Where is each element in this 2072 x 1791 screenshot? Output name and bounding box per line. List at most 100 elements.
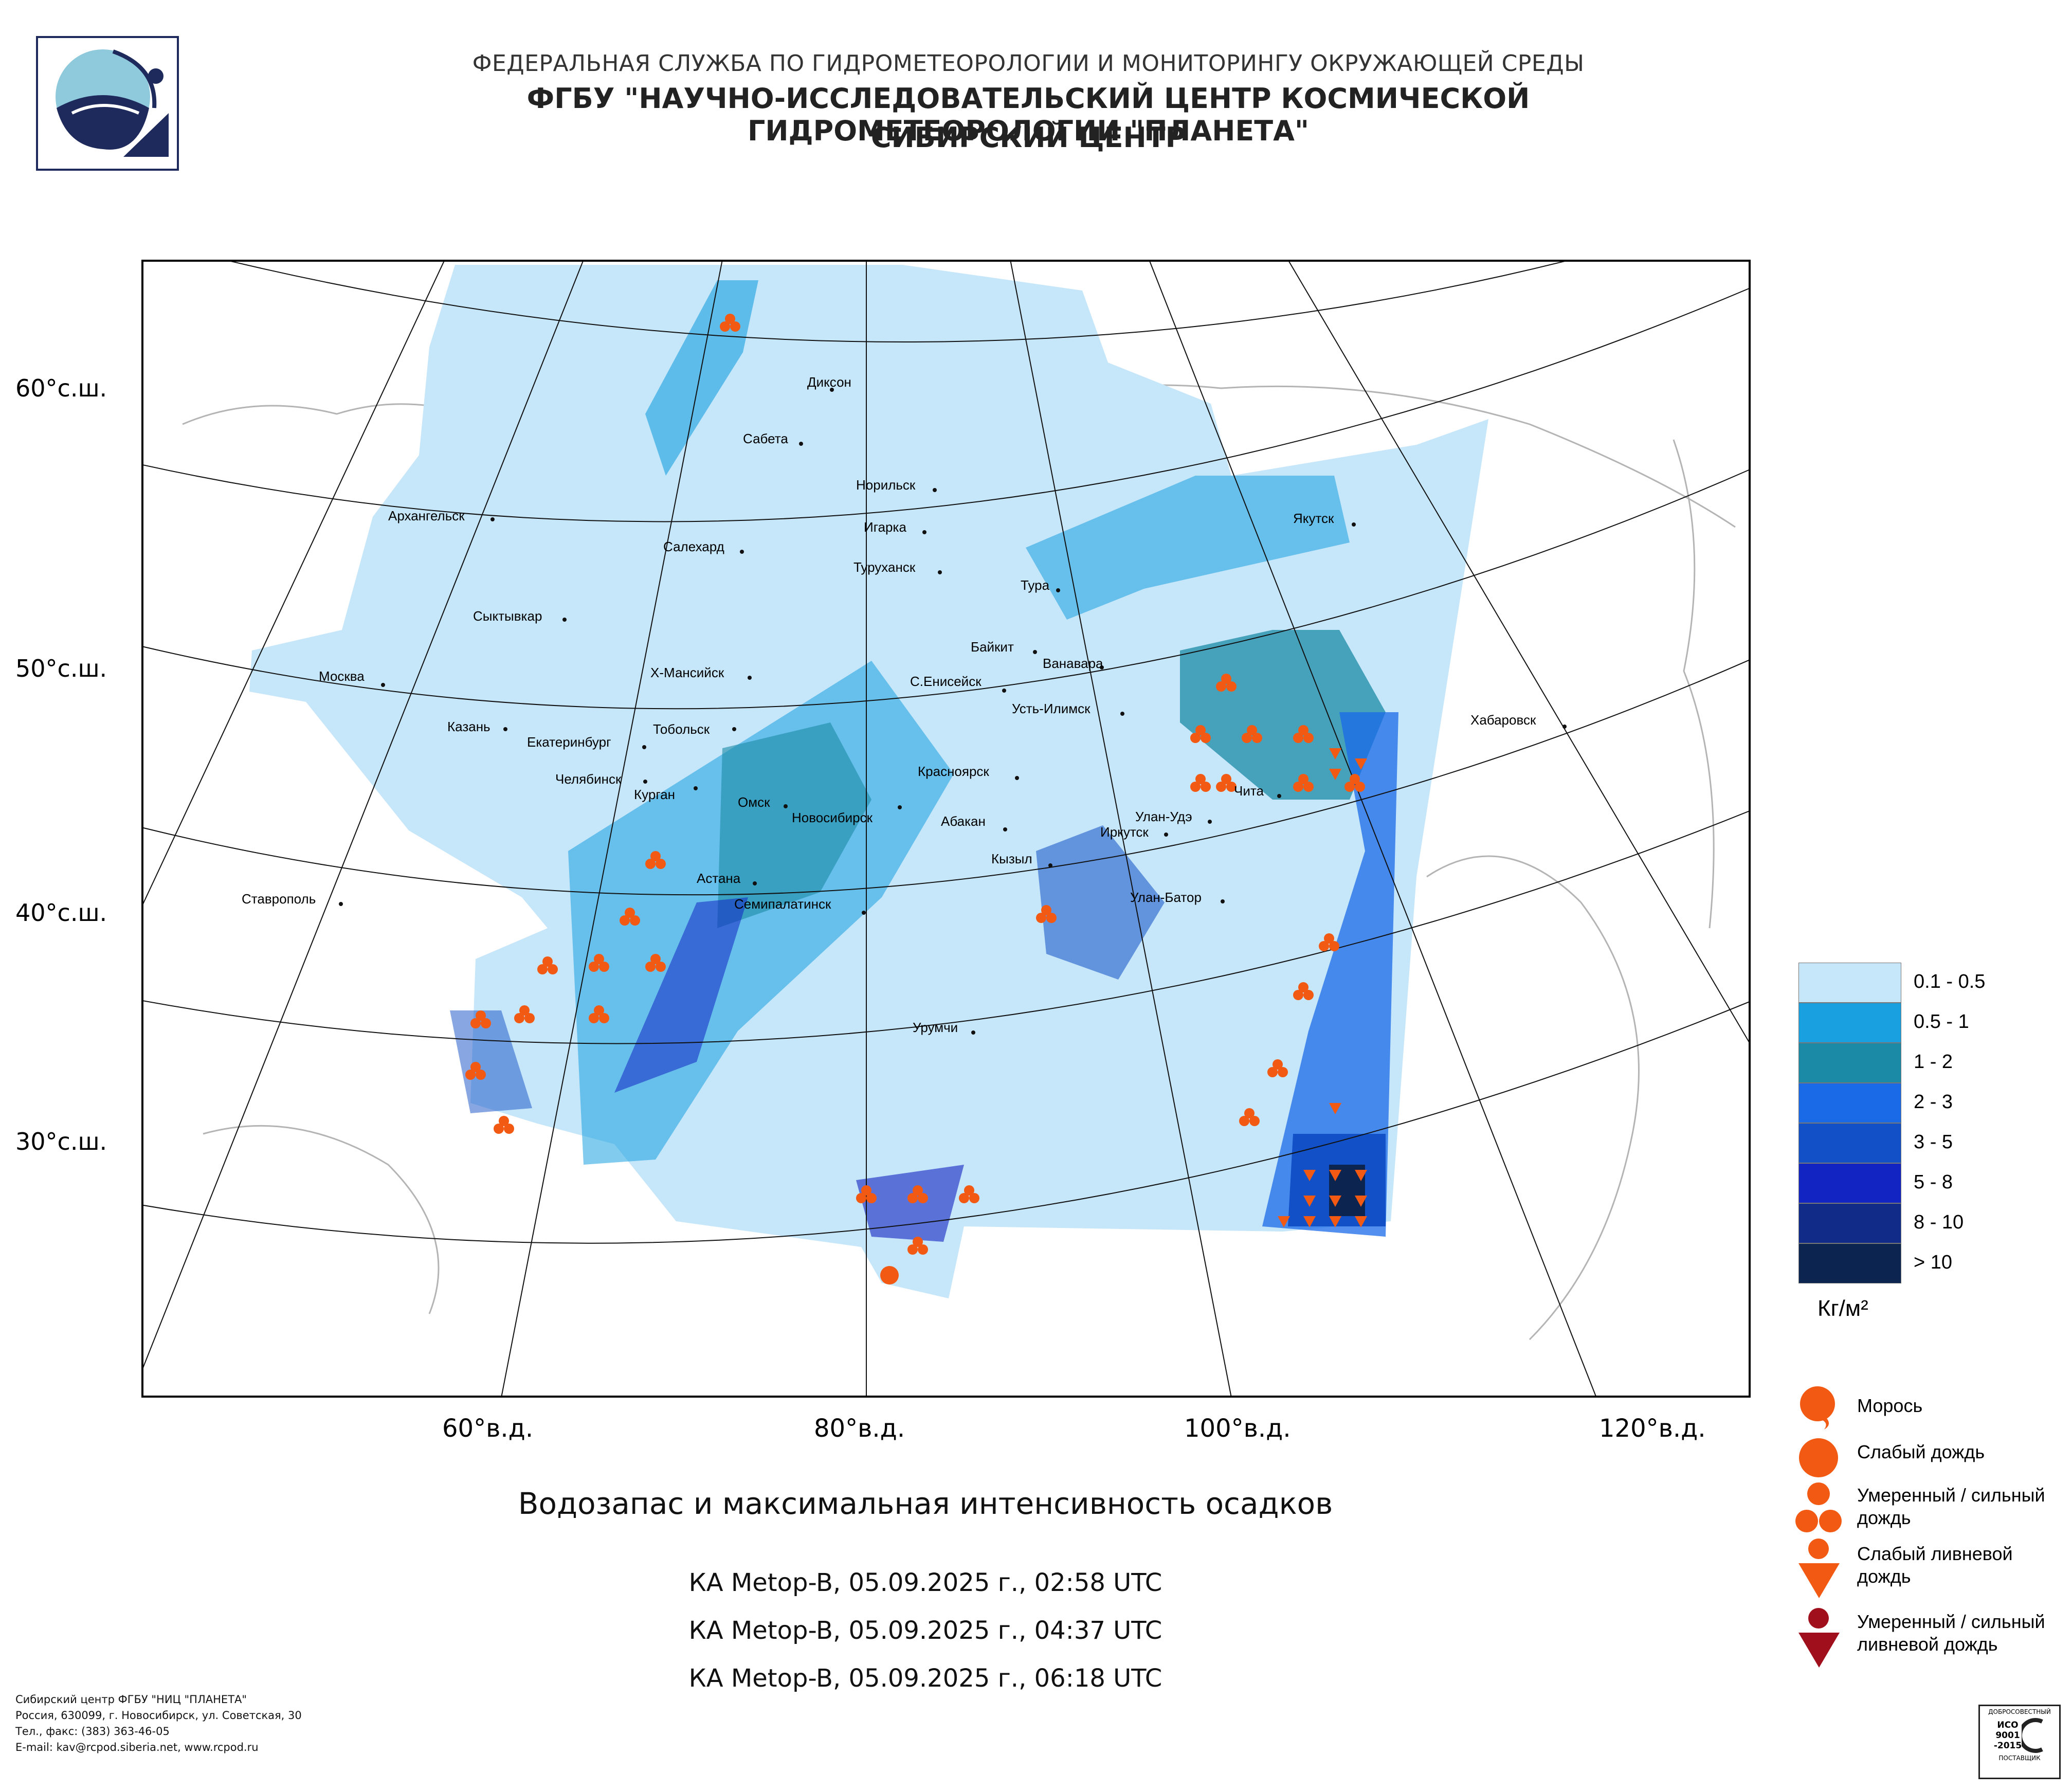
legend-swatch	[1798, 1003, 1901, 1043]
legend-swatch	[1798, 1203, 1901, 1243]
moderate-rain-icon	[1794, 1481, 1846, 1537]
city-label: Кызыл	[991, 851, 1032, 866]
legend-swatch	[1798, 1243, 1901, 1283]
city-label: С.Енисейск	[910, 674, 982, 689]
header-center: СИБИРСКИЙ ЦЕНТР	[870, 121, 1186, 154]
city-label: Байкит	[971, 639, 1014, 655]
city-markers	[339, 388, 1567, 1035]
iso-badge-top: ДОБРОСОВЕСТНЫЙ	[1988, 1708, 2051, 1715]
symbol-label: Слабый дождь	[1857, 1441, 1985, 1462]
header-agency: ФЕДЕРАЛЬНАЯ СЛУЖБА ПО ГИДРОМЕТЕОРОЛОГИИ …	[472, 50, 1585, 77]
legend-swatch	[1798, 1123, 1901, 1163]
footer-line: Россия, 630099, г. Новосибирск, ул. Сове…	[15, 1709, 302, 1722]
legend-unit: Кг/м²	[1817, 1296, 1868, 1321]
iso-c-icon	[2022, 1718, 2043, 1753]
city-label: Сыктывкар	[473, 608, 542, 624]
legend-label: 0.5 - 1	[1914, 1011, 1969, 1033]
city-label: Новосибирск	[792, 810, 873, 825]
city-label: Урумчи	[913, 1020, 958, 1035]
map-frame	[141, 259, 1751, 1398]
lat-label: 40°с.ш.	[15, 899, 107, 927]
symbol-group-baikal	[1036, 674, 1365, 1126]
footer-line: Сибирский центр ФГБУ "НИЦ "ПЛАНЕТА"	[15, 1693, 247, 1706]
pass-time: КА Metop-B, 05.09.2025 г., 04:37 UTC	[688, 1616, 1162, 1645]
legend-swatch	[1798, 963, 1901, 1003]
iso-line: 9001	[1995, 1730, 2020, 1741]
city-label: Диксон	[807, 374, 851, 390]
legend-label: 1 - 2	[1914, 1051, 1953, 1073]
iso-badge-bottom: ПОСТАВЩИК	[1998, 1754, 2041, 1762]
city-label: Челябинск	[555, 771, 622, 787]
symbol-group-south	[856, 1185, 979, 1285]
planeta-logo	[36, 36, 179, 171]
iso-line: -2015	[1993, 1741, 2022, 1751]
lon-label: 80°в.д.	[814, 1414, 905, 1443]
city-label: Астана	[697, 871, 741, 886]
symbol-label: Умеренный / сильный дождь	[1857, 1485, 2045, 1528]
city-label: Салехард	[663, 539, 724, 554]
city-label: Курган	[634, 787, 676, 802]
graticule	[141, 260, 1751, 1398]
legend-label: 5 - 8	[1914, 1171, 1953, 1193]
city-label: Семипалатинск	[734, 896, 831, 912]
symbol-group-kazakhstan	[465, 851, 666, 1134]
iso-line: ИСО	[1997, 1720, 2019, 1730]
city-label: Туруханск	[853, 559, 916, 575]
city-label: Тура	[1021, 577, 1050, 593]
city-label: Омск	[738, 794, 770, 810]
legend-swatch	[1798, 1043, 1901, 1083]
header-institute: ФГБУ "НАУЧНО-ИССЛЕДОВАТЕЛЬСКИЙ ЦЕНТР КОС…	[526, 82, 1530, 147]
heavy-shower-icon	[1794, 1607, 1846, 1669]
city-label: Хабаровск	[1470, 712, 1536, 728]
legend-swatch	[1798, 1083, 1901, 1123]
symbol-group-north	[720, 314, 740, 332]
legend-label: 3 - 5	[1914, 1131, 1953, 1153]
legend-swatch	[1798, 1163, 1901, 1203]
city-label: Норильск	[856, 477, 916, 493]
water-content-swaths	[249, 265, 1488, 1298]
legend-label: 0.1 - 0.5	[1914, 971, 1986, 992]
precipitation-symbols	[465, 314, 1367, 1285]
drizzle-icon	[1794, 1383, 1846, 1430]
iso-badge: ДОБРОСОВЕСТНЫЙ ИСО 9001 -2015 ПОСТАВЩИК	[1978, 1705, 2061, 1779]
lon-label: 60°в.д.	[442, 1414, 534, 1443]
lon-label: 100°в.д.	[1184, 1414, 1291, 1443]
legend-label: 8 - 10	[1914, 1211, 1964, 1233]
pass-time: КА Metop-B, 05.09.2025 г., 06:18 UTC	[688, 1664, 1162, 1693]
lon-label: 120°в.д.	[1599, 1414, 1706, 1443]
legend-label: 2 - 3	[1914, 1091, 1953, 1113]
city-label: Якутск	[1293, 511, 1334, 526]
city-label: Чита	[1234, 783, 1264, 799]
lat-label: 60°с.ш.	[15, 374, 107, 402]
city-label: Абакан	[941, 813, 986, 829]
city-label: Игарка	[864, 519, 906, 535]
footer-line: Тел., факс: (383) 363-46-05	[15, 1725, 170, 1738]
city-label: Усть-Илимск	[1012, 701, 1090, 716]
light-shower-icon	[1794, 1537, 1846, 1599]
city-label: Архангельск	[388, 508, 465, 523]
city-label: Улан-Удэ	[1135, 809, 1192, 824]
city-label: Тобольск	[653, 721, 710, 737]
lat-label: 50°с.ш.	[15, 655, 107, 682]
city-label: Х-Мансийск	[650, 665, 724, 680]
city-label: Иркутск	[1100, 824, 1149, 840]
legend-label: > 10	[1914, 1252, 1953, 1273]
symbol-label: Умеренный / сильный ливневой дождь	[1857, 1611, 2045, 1655]
map-title: Водозапас и максимальная интенсивность о…	[518, 1486, 1333, 1521]
footer-contacts: Сибирский центр ФГБУ "НИЦ "ПЛАНЕТА" Росс…	[15, 1692, 302, 1756]
city-label: Сабета	[743, 431, 788, 446]
symbol-label: Морось	[1857, 1395, 1923, 1416]
city-label: Улан-Батор	[1130, 890, 1202, 905]
shower-symbols	[1278, 748, 1367, 1227]
city-label: Красноярск	[918, 764, 989, 779]
city-label: Ванавара	[1043, 656, 1103, 671]
symbol-label: Слабый ливневой дождь	[1857, 1543, 2013, 1587]
city-label: Казань	[447, 719, 490, 734]
pass-time: КА Metop-B, 05.09.2025 г., 02:58 UTC	[688, 1568, 1162, 1597]
lat-label: 30°с.ш.	[15, 1128, 107, 1155]
city-label: Москва	[319, 668, 365, 684]
city-label: Екатеринбург	[527, 734, 611, 750]
city-label: Ставрополь	[242, 891, 316, 907]
footer-line: E-mail: kav@rcpod.siberia.net, www.rcpod…	[15, 1741, 259, 1753]
light-rain-icon	[1797, 1435, 1843, 1481]
